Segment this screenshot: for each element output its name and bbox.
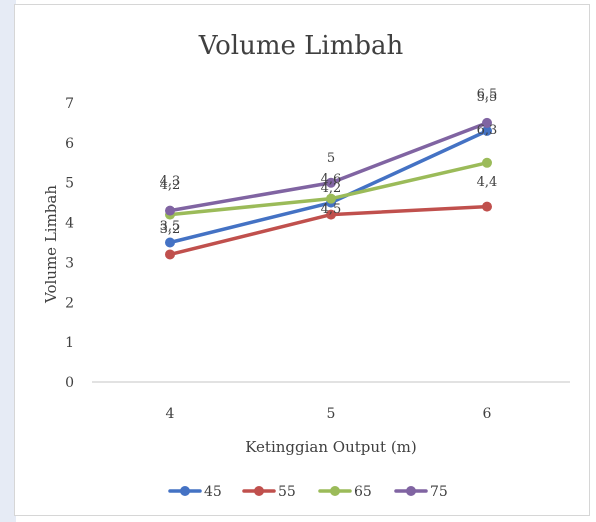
series-group: 3,54,56,33,24,2 4,44,2 4,65,54,356,5 <box>160 87 498 260</box>
legend-label-75: 75 <box>430 484 448 500</box>
legend-label-65: 65 <box>354 484 372 500</box>
y-tick-label-0: 0 <box>65 375 74 391</box>
point-55-6 <box>482 201 492 212</box>
chart-title: Volume Limbah <box>198 31 404 61</box>
y-axis-label: Volume Limbah <box>42 185 60 304</box>
x-tick-label-0: 4 <box>166 406 175 422</box>
page-edge-strip <box>0 0 16 522</box>
y-tick-label-1: 1 <box>65 335 74 351</box>
data-label-65-4: 4,2 <box>160 178 181 193</box>
y-tick-label-2: 2 <box>65 295 74 311</box>
y-tick-label-3: 3 <box>65 255 74 271</box>
legend-marker-45 <box>180 486 190 496</box>
x-tick-label-1: 5 <box>327 406 336 422</box>
legend-marker-55 <box>254 486 264 496</box>
point-45-6 <box>482 125 492 136</box>
point-45-4 <box>165 237 175 248</box>
x-tick-label-2: 6 <box>483 406 492 422</box>
x-axis-label: Ketinggian Output (m) <box>245 438 417 456</box>
legend-label-45: 45 <box>204 484 222 500</box>
legend-marker-75 <box>406 486 416 496</box>
data-label-45-5: 4,5 <box>321 202 342 217</box>
point-75-6 <box>482 117 492 128</box>
data-label-55-6: 4,4 <box>477 175 498 190</box>
legend: 45 55 65 75 <box>168 484 448 500</box>
data-label-75-4: 4,3 <box>160 174 181 189</box>
point-75-4 <box>165 205 175 216</box>
y-tick-label-7: 7 <box>65 96 74 112</box>
data-label-75-6: 6,5 <box>477 87 498 102</box>
y-tick-label-6: 6 <box>65 136 74 152</box>
x-ticks: 4 5 6 <box>166 406 492 422</box>
point-55-4 <box>165 249 175 260</box>
point-65-6 <box>482 157 492 168</box>
y-tick-label-5: 5 <box>65 176 74 192</box>
data-label-65-6: 5,5 <box>477 90 498 105</box>
data-label-45-6: 6,3 <box>477 123 498 138</box>
point-65-5 <box>326 193 336 204</box>
y-tick-label-4: 4 <box>65 216 74 232</box>
data-label-55-5: 4,2 <box>321 181 342 196</box>
legend-label-55: 55 <box>278 484 296 500</box>
data-label-65-5: 4,6 <box>321 172 342 187</box>
data-label-55-4: 3,2 <box>160 222 181 237</box>
chart-frame <box>14 4 590 516</box>
point-75-5 <box>326 177 336 188</box>
legend-marker-65 <box>330 486 340 496</box>
data-label-45-4: 3,5 <box>160 219 181 234</box>
point-55-5 <box>326 209 336 220</box>
data-label-75-5: 5 <box>327 151 335 166</box>
y-ticks: 0 1 2 3 4 5 6 7 <box>65 96 74 391</box>
